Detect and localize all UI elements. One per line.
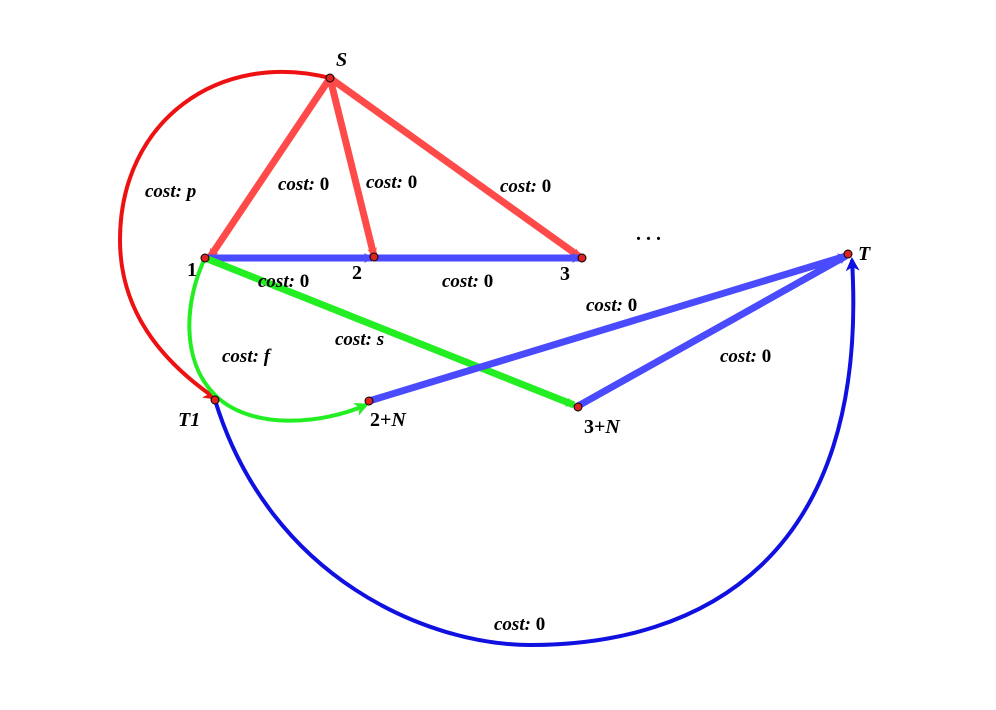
node-t1-dot <box>210 395 220 405</box>
edge-s-1 <box>207 76 333 259</box>
node-3n-label: 3+N <box>584 416 621 438</box>
ellipsis-label: . . . <box>636 223 661 245</box>
edge-s-t1-curve <box>117 69 331 400</box>
node-1-label: 1 <box>187 259 197 281</box>
edge-s-3 <box>327 75 583 260</box>
edge-1-2n-label: cost: f <box>222 346 272 367</box>
edge-2n-t <box>367 252 848 405</box>
edge-s-2-label: cost: 0 <box>278 174 329 195</box>
node-t1-label: T1 <box>178 409 200 431</box>
node-t-dot <box>843 249 853 259</box>
edge-2-3-label: cost: 0 <box>442 271 493 292</box>
node-s-label: S <box>336 49 347 71</box>
node-2n-label: 2+N <box>370 409 407 431</box>
node-3-label: 3 <box>560 263 570 285</box>
edge-1-2-label: cost: 0 <box>258 271 309 292</box>
node-3n-dot <box>573 402 583 412</box>
edge-s-1-curve-label: cost: p <box>145 181 196 202</box>
edge-1-3n <box>203 254 576 409</box>
edge-s-3-label: cost: 0 <box>500 176 551 197</box>
node-2-label: 2 <box>352 262 362 284</box>
edge-2n-t-label: cost: 0 <box>586 295 637 316</box>
node-3-dot <box>577 253 587 263</box>
node-2n-dot <box>364 396 374 406</box>
edge-1-2n-curve <box>187 257 369 423</box>
edge-3n-t-label: cost: 0 <box>720 346 771 367</box>
edge-3n-t <box>576 252 848 410</box>
node-s-dot <box>325 73 335 83</box>
node-t-label: T <box>858 243 871 265</box>
edge-1-3n-label: cost: s <box>335 329 384 350</box>
node-2-dot <box>369 252 379 262</box>
edge-t1-t-arc <box>213 257 860 648</box>
edge-s-2b-label: cost: 0 <box>366 172 417 193</box>
node-1-dot <box>200 253 210 263</box>
edge-t1-t-label: cost: 0 <box>494 614 545 635</box>
edge-s-2 <box>326 77 378 258</box>
